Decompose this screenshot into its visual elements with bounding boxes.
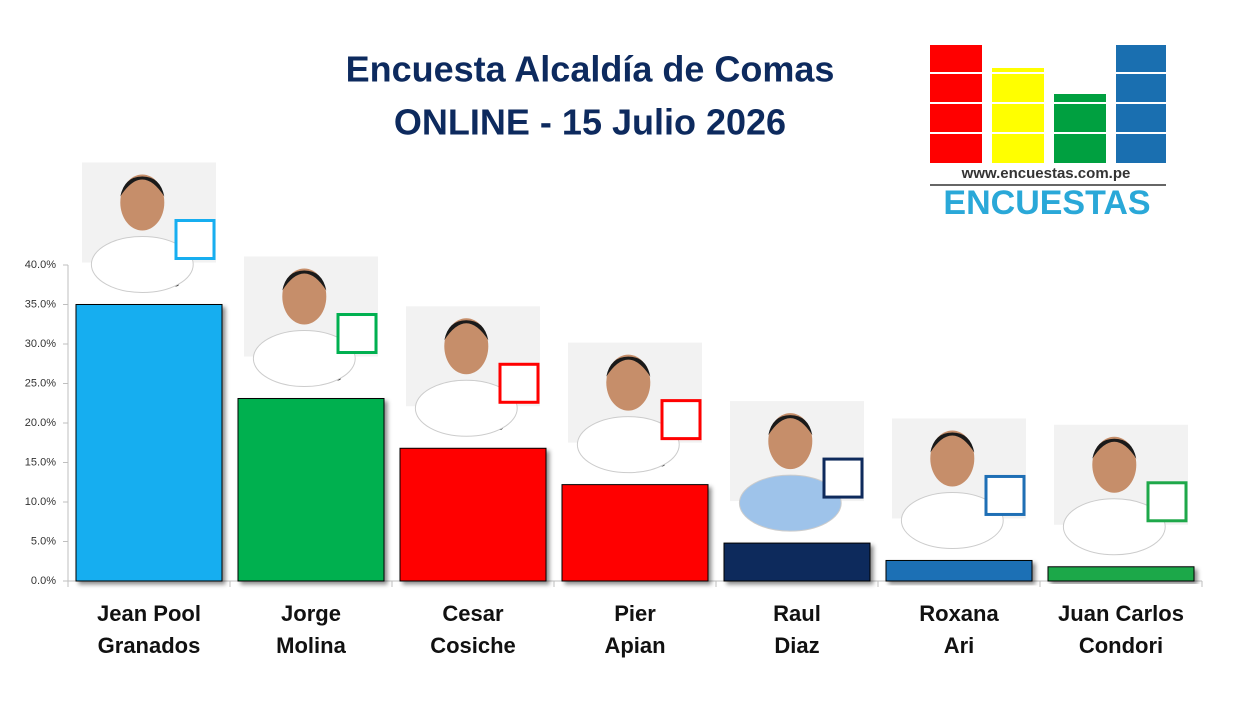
photo-head <box>1092 436 1137 493</box>
photo-hair <box>606 356 651 377</box>
candidate-photo <box>244 256 378 388</box>
photo-body <box>738 474 842 532</box>
y-tick-label: 20.0% <box>25 417 56 429</box>
y-tick-label: 30.0% <box>25 338 56 350</box>
x-tick-label: Jorge Molina <box>276 601 346 658</box>
x-tick-label: Roxana Ari <box>919 601 999 658</box>
party-logo <box>660 399 702 441</box>
candidate-photo <box>568 342 702 474</box>
party-logo <box>174 219 216 260</box>
y-tick-label: 15.0% <box>25 456 56 468</box>
chart-subtitle: ONLINE - 15 Julio 2026 <box>394 102 786 143</box>
party-logo <box>984 474 1026 516</box>
bar <box>237 398 385 582</box>
y-tick-label: 25.0% <box>25 377 56 389</box>
candidate-photo <box>892 418 1026 549</box>
bar <box>75 304 223 582</box>
party-logo <box>822 457 864 499</box>
photo-hair <box>120 176 165 197</box>
photo-head <box>768 413 813 470</box>
x-tick-label: Raul Diaz <box>773 601 821 658</box>
y-tick-label: 10.0% <box>25 496 56 508</box>
party-logo <box>336 313 378 355</box>
photo-body <box>90 236 194 293</box>
photo-hair <box>282 270 327 291</box>
photo-hair <box>1092 438 1137 459</box>
bar <box>885 559 1033 582</box>
candidate-photo <box>406 306 540 437</box>
chart-title: Encuesta Alcaldía de Comas <box>346 49 835 90</box>
logo: www.encuestas.com.pe ENCUESTAS <box>928 45 1168 222</box>
x-tick-label: Pier Apian <box>604 601 665 658</box>
bar <box>1047 566 1195 582</box>
photo-hair <box>930 432 975 453</box>
photo-hair <box>444 320 489 341</box>
x-tick-label: Cesar Cosiche <box>430 601 516 658</box>
party-logo <box>1146 481 1188 523</box>
candidate-photo <box>730 401 864 532</box>
photo-body <box>1062 498 1166 556</box>
y-tick-label: 5.0% <box>31 535 56 547</box>
photo-head <box>930 430 975 487</box>
photo-body <box>576 416 680 474</box>
photo-body <box>414 379 518 437</box>
x-tick-label: Juan Carlos Condori <box>1058 601 1184 658</box>
photo-body <box>252 330 356 388</box>
photo-head <box>120 174 165 231</box>
party-logo <box>498 362 540 404</box>
y-tick-label: 0.0% <box>31 575 56 587</box>
logo-name: ENCUESTAS <box>943 184 1150 222</box>
logo-bar <box>1054 94 1106 163</box>
candidate-photo <box>82 162 216 293</box>
bar <box>399 447 547 582</box>
x-tick-label: Jean Pool Granados <box>97 601 201 658</box>
photo-head <box>282 268 327 325</box>
y-tick-label: 35.0% <box>25 298 56 310</box>
candidate-photo <box>1054 424 1188 556</box>
photo-body <box>900 491 1004 549</box>
y-tick-label: 40.0% <box>25 259 56 271</box>
photo-hair <box>768 415 813 436</box>
logo-bar <box>992 68 1044 163</box>
logo-url: www.encuestas.com.pe <box>961 165 1131 182</box>
photo-head <box>444 318 489 375</box>
bar <box>723 542 871 582</box>
photo-head <box>606 354 651 411</box>
bar <box>561 484 709 582</box>
